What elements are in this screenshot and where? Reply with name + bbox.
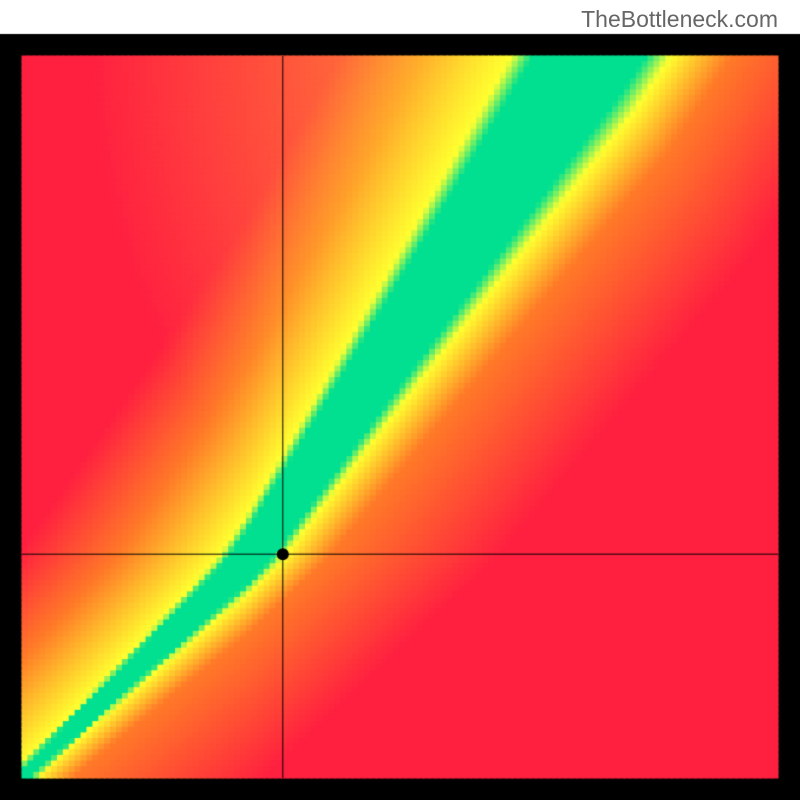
chart-container: TheBottleneck.com xyxy=(0,0,800,800)
watermark-text: TheBottleneck.com xyxy=(581,6,778,33)
heatmap-canvas xyxy=(0,0,800,800)
